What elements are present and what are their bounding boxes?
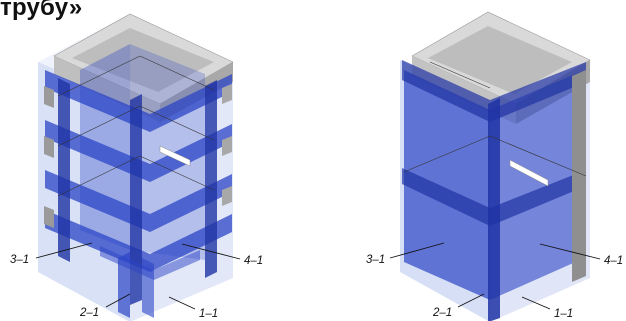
right-blue-right-wall bbox=[490, 72, 580, 300]
left-label-2-1: 2–1 bbox=[79, 307, 99, 319]
page-title: трубу» bbox=[0, 0, 83, 21]
right-leader-1-1 bbox=[521, 296, 551, 310]
left-columns bbox=[58, 78, 217, 305]
right-label-1-1: 1–1 bbox=[554, 308, 573, 320]
left-label-1-1: 1–1 bbox=[199, 308, 218, 320]
right-concrete-opening bbox=[428, 26, 572, 94]
right-edge-lines bbox=[403, 61, 587, 177]
right-label-2-1: 2–1 bbox=[432, 307, 452, 319]
right-center-column bbox=[488, 98, 500, 321]
right-window-slot bbox=[509, 159, 549, 187]
left-label-4-1: 4–1 bbox=[244, 255, 263, 267]
right-label-3-1: 3–1 bbox=[366, 254, 385, 266]
right-label-4-1: 4–1 bbox=[604, 255, 623, 267]
left-window-slot bbox=[159, 145, 191, 167]
left-leader-4-1 bbox=[181, 243, 241, 260]
left-concrete-opening bbox=[72, 28, 214, 92]
left-lower-frame bbox=[100, 246, 200, 318]
right-blue-left-wall bbox=[404, 70, 490, 300]
left-leader-2-1 bbox=[105, 293, 131, 308]
right-leader-4-1 bbox=[539, 243, 601, 260]
right-leader-3-1 bbox=[389, 242, 445, 259]
right-shaft-model: 3–1 4–1 2–1 1–1 bbox=[366, 11, 623, 321]
left-leader-3-1 bbox=[35, 242, 93, 259]
left-edge-lines bbox=[57, 55, 215, 197]
left-label-3-1: 3–1 bbox=[10, 254, 29, 266]
right-leader-2-1 bbox=[457, 293, 485, 308]
left-grey-blocks bbox=[44, 84, 232, 228]
right-grey-edge bbox=[572, 70, 586, 282]
left-leader-1-1 bbox=[168, 296, 196, 310]
left-shaft-model: 3–1 4–1 2–1 1–1 bbox=[10, 13, 263, 321]
